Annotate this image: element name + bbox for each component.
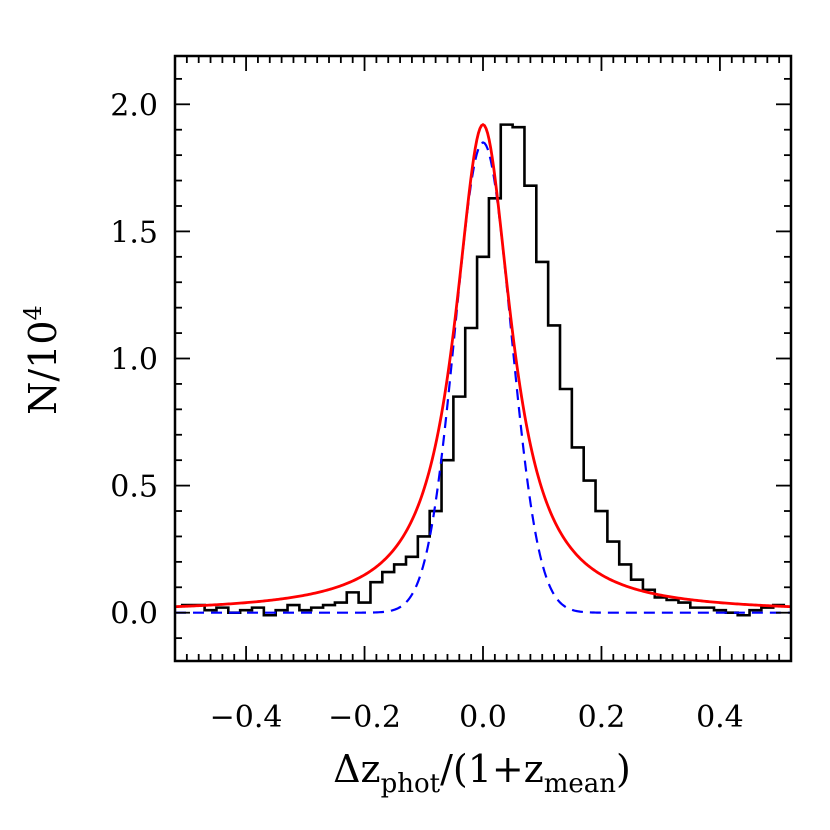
x-tick-label: −0.4 <box>210 700 283 735</box>
gaussian-fit-series <box>175 141 791 614</box>
y-tick-label: 0.5 <box>110 470 158 505</box>
y-tick-label: 1.5 <box>110 215 158 250</box>
plot-area <box>175 122 791 617</box>
axes <box>173 54 793 663</box>
y-tick-label: 2.0 <box>110 88 158 123</box>
x-tick-label: 0.4 <box>696 700 744 735</box>
x-tick-label: 0.2 <box>578 700 626 735</box>
plot-content <box>175 122 791 617</box>
y-tick-label: 1.0 <box>110 343 158 378</box>
x-axis-label: Δzphot/(1+zmean) <box>333 747 631 799</box>
y-tick-label: 0.0 <box>110 597 158 632</box>
y-axis-label: N/104 <box>19 305 65 415</box>
x-tick-label: 0.0 <box>459 700 507 735</box>
histogram-series <box>180 123 786 617</box>
lorentzian-fit-series <box>175 122 791 609</box>
tick-labels: −0.4 −0.2 0.0 0.2 0.4 0.0 0.5 1.0 1.5 2.0 <box>110 88 744 735</box>
x-tick-label: −0.2 <box>328 700 401 735</box>
